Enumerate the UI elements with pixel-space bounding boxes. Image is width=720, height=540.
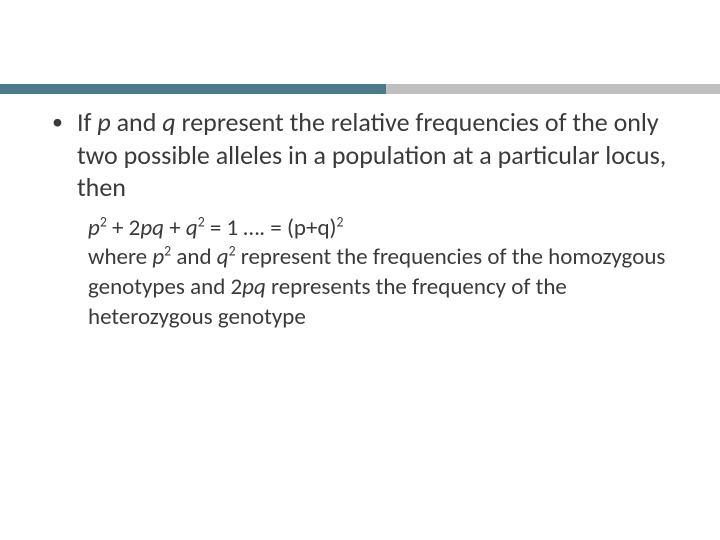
superscript: 2 <box>198 213 205 230</box>
var-p: p <box>97 106 110 138</box>
sub-block: p2 + 2pq + q2 = 1 …. = (p+q)2 where p2 a… <box>88 214 680 334</box>
main-text: If p and q represent the relative freque… <box>77 106 680 204</box>
bullet-marker: • <box>52 108 63 137</box>
var-q: q <box>186 214 198 242</box>
divider-accent <box>0 84 386 94</box>
var-pq: pq <box>242 273 266 301</box>
superscript: 2 <box>100 213 107 230</box>
equation-line: p2 + 2pq + q2 = 1 …. = (p+q)2 <box>88 214 680 244</box>
var-p: p <box>88 214 100 242</box>
var-q: q <box>217 243 229 271</box>
text-fragment: If <box>77 106 97 138</box>
text-fragment: + 2 <box>107 214 141 242</box>
var-q: q <box>162 106 175 138</box>
divider-muted <box>386 84 720 94</box>
superscript: 2 <box>229 243 236 260</box>
var-pq: pq <box>140 214 164 242</box>
slide-content: • If p and q represent the relative freq… <box>52 106 680 333</box>
explanation-line: where p2 and q2 represent the frequencie… <box>88 243 680 333</box>
text-fragment: and <box>171 243 217 271</box>
bullet-item: • If p and q represent the relative freq… <box>52 106 680 204</box>
text-fragment: + <box>164 214 186 242</box>
text-fragment: where <box>88 243 152 271</box>
var-p: p <box>152 243 164 271</box>
text-fragment: and <box>111 106 163 138</box>
text-fragment: = 1 …. = (p+q) <box>205 214 337 242</box>
divider-bar <box>0 84 720 94</box>
superscript: 2 <box>337 213 344 230</box>
